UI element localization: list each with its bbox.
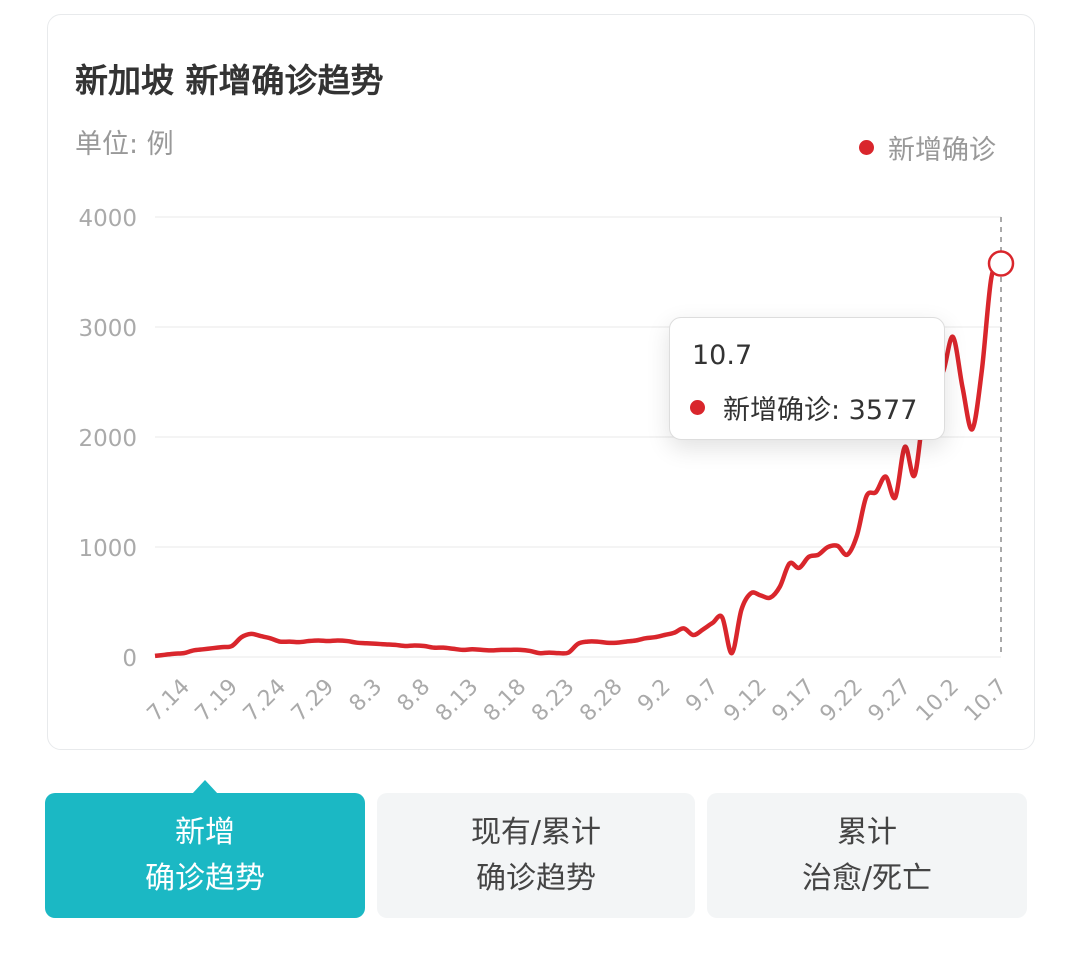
x-tick-label: 9.7 xyxy=(681,674,723,716)
chart-title: 新加坡 新增确诊趋势 xyxy=(75,61,384,100)
x-tick-label: 7.29 xyxy=(287,674,339,726)
y-tick-label: 0 xyxy=(122,646,137,672)
x-tick-label: 10.2 xyxy=(912,674,964,726)
x-tick-label: 8.8 xyxy=(393,674,435,716)
tooltip-value: 新增确诊: 3577 xyxy=(723,395,918,426)
x-tick-label: 7.24 xyxy=(239,674,291,726)
x-tick-label: 8.18 xyxy=(479,674,531,726)
x-tick-label: 9.17 xyxy=(768,674,820,726)
tab-recovered-deaths[interactable]: 累计治愈/死亡 xyxy=(707,793,1027,918)
x-tick-label: 7.14 xyxy=(143,674,195,726)
y-tick-label: 1000 xyxy=(78,536,137,562)
series-line-new-cases xyxy=(154,261,1003,659)
tab-label-line2: 确诊趋势 xyxy=(145,860,265,896)
tooltip-dot-icon xyxy=(690,400,705,415)
tab-label-line2: 治愈/死亡 xyxy=(801,860,933,896)
x-tick-label: 8.13 xyxy=(431,674,483,726)
tooltip: 10.7 新增确诊: 3577 xyxy=(669,317,945,440)
legend[interactable]: 新增确诊 xyxy=(859,128,996,167)
x-tick-label: 10.7 xyxy=(960,674,1012,726)
x-tick-label: 8.23 xyxy=(527,674,579,726)
x-tick-label: 9.12 xyxy=(719,674,771,726)
y-tick-label: 2000 xyxy=(78,426,137,452)
x-tick-label: 9.27 xyxy=(864,674,916,726)
active-tab-pointer xyxy=(192,780,218,794)
highlighted-point-marker xyxy=(987,250,1015,277)
legend-dot-icon xyxy=(859,140,874,155)
x-tick-label: 9.22 xyxy=(816,674,868,726)
tab-label-line2: 确诊趋势 xyxy=(475,860,596,896)
x-tick-label: 7.19 xyxy=(191,674,243,726)
tab-label-line1: 新增 xyxy=(175,814,235,850)
y-tick-label: 4000 xyxy=(78,206,137,232)
tab-label-line1: 累计 xyxy=(836,814,897,850)
tooltip-date: 10.7 xyxy=(692,340,753,371)
tab-current-cumulative-trend[interactable]: 现有/累计确诊趋势 xyxy=(377,793,695,918)
y-tick-label: 3000 xyxy=(78,316,137,342)
x-tick-label: 8.3 xyxy=(345,674,387,716)
x-tick-label: 9.2 xyxy=(633,674,675,716)
legend-label: 新增确诊 xyxy=(888,135,996,166)
tab-new-cases-trend[interactable]: 新增 确诊趋势 xyxy=(45,793,365,918)
unit-label: 单位: 例 xyxy=(75,129,174,160)
x-tick-label: 8.28 xyxy=(575,674,627,726)
tab-label-line1: 现有/累计 xyxy=(470,814,602,850)
